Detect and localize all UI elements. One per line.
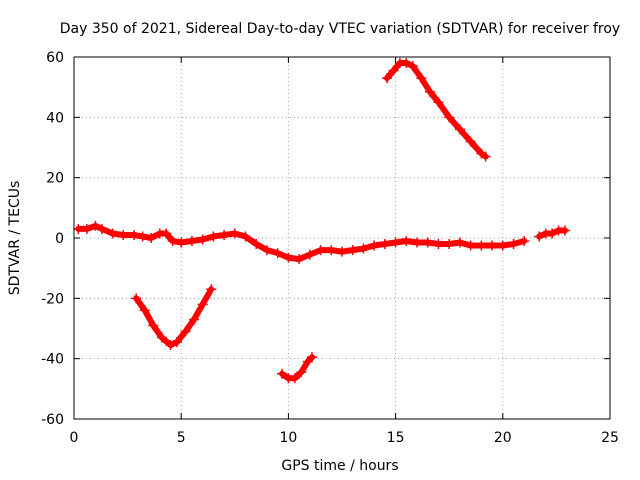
data-point <box>302 356 313 367</box>
data-point <box>508 239 519 250</box>
data-point <box>476 240 487 251</box>
data-point <box>347 245 358 256</box>
data-point <box>146 233 157 243</box>
y-axis-label: SDTVAR / TECUs <box>7 181 23 296</box>
data-point <box>433 239 444 250</box>
data-point <box>294 254 305 265</box>
data-point <box>315 245 326 256</box>
data-point <box>167 236 178 247</box>
data-point <box>407 61 418 72</box>
data-point <box>96 223 107 234</box>
series-2 <box>131 284 217 351</box>
data-point <box>186 236 197 247</box>
data-point <box>547 228 558 239</box>
axis-ticks: 0 5 10 15 20 25 -60 -40 -20 0 20 40 60 <box>41 50 619 446</box>
data-point <box>444 112 455 123</box>
y-tick-label: 0 <box>55 231 64 247</box>
data-point <box>296 367 307 378</box>
data-point <box>465 136 476 147</box>
data-point <box>129 229 140 240</box>
data-point <box>189 314 200 325</box>
data-point <box>137 231 148 242</box>
data-point <box>382 73 393 84</box>
data-point <box>148 320 159 331</box>
data-point <box>90 220 101 231</box>
y-tick-label: -40 <box>41 352 64 368</box>
data-point <box>156 332 167 343</box>
y-tick-label: 40 <box>46 110 64 126</box>
data-point <box>519 236 530 247</box>
series-4 <box>382 58 491 162</box>
y-tick-label: 20 <box>46 171 64 187</box>
data-point <box>208 231 219 242</box>
series-5 <box>534 225 570 242</box>
data-point <box>240 231 251 242</box>
data-point <box>422 237 433 248</box>
data-point <box>412 237 423 248</box>
chart-title: Day 350 of 2021, Sidereal Day-to-day VTE… <box>60 21 620 37</box>
data-point <box>206 284 217 295</box>
data-point <box>197 299 208 310</box>
data-point <box>107 228 118 239</box>
data-point <box>261 245 272 256</box>
data-point <box>161 228 172 239</box>
data-series-group <box>73 58 570 384</box>
data-point <box>337 246 347 257</box>
data-point <box>390 237 401 248</box>
data-point <box>272 248 283 259</box>
data-point <box>197 234 208 245</box>
data-point <box>73 223 84 234</box>
data-point <box>139 305 150 316</box>
data-point <box>401 58 412 69</box>
series-3 <box>276 352 317 384</box>
x-tick-label: 15 <box>387 430 405 446</box>
x-tick-label: 25 <box>601 430 619 446</box>
x-axis-label: GPS time / hours <box>281 458 398 474</box>
data-point <box>118 229 129 240</box>
x-tick-label: 0 <box>70 430 79 446</box>
data-point <box>454 124 465 135</box>
y-tick-label: -60 <box>41 412 64 428</box>
data-point <box>444 239 455 250</box>
data-point <box>276 368 287 379</box>
series-1 <box>73 220 530 265</box>
data-point <box>497 240 508 251</box>
data-point <box>369 240 380 251</box>
data-point <box>559 225 570 236</box>
data-point <box>534 231 545 242</box>
data-point <box>81 223 92 234</box>
data-point <box>326 245 337 256</box>
x-tick-label: 20 <box>494 430 512 446</box>
data-point <box>283 252 294 263</box>
data-point <box>304 249 315 260</box>
data-point <box>289 373 300 384</box>
y-tick-label: 60 <box>46 50 64 66</box>
data-point <box>306 352 317 363</box>
data-point <box>165 340 176 351</box>
data-point <box>465 240 476 251</box>
x-tick-label: 10 <box>279 430 297 446</box>
data-point <box>229 228 240 239</box>
data-point <box>424 86 435 97</box>
data-point <box>480 151 491 162</box>
data-point <box>176 237 187 248</box>
data-point <box>416 73 427 84</box>
x-tick-label: 5 <box>177 430 186 446</box>
data-point <box>388 65 399 76</box>
data-point <box>131 293 142 304</box>
data-point <box>454 237 465 248</box>
data-point <box>487 240 498 251</box>
data-point <box>171 337 182 348</box>
data-point <box>251 239 262 250</box>
data-point <box>401 236 412 247</box>
data-point <box>358 243 369 254</box>
y-tick-label: -20 <box>41 291 64 307</box>
data-point <box>180 326 191 337</box>
data-point <box>219 229 230 240</box>
series-line <box>133 286 215 349</box>
data-point <box>379 239 390 250</box>
data-point <box>433 97 444 108</box>
